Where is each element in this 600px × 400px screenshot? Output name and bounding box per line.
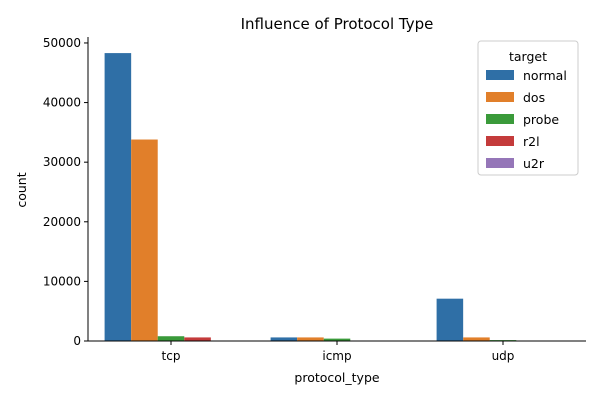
bar-dos-udp [463, 337, 490, 341]
chart-title: Influence of Protocol Type [241, 15, 434, 33]
bar-dos-icmp [297, 337, 324, 341]
x-tick-label: icmp [322, 349, 351, 363]
legend-label-normal: normal [523, 68, 567, 83]
bar-r2l-tcp [184, 337, 211, 341]
legend-swatch-u2r [486, 158, 514, 168]
legend-swatch-normal [486, 70, 514, 80]
legend-label-probe: probe [523, 112, 559, 127]
legend-label-r2l: r2l [523, 134, 540, 149]
x-tick-label: udp [492, 349, 515, 363]
plot-area: 0 10000 20000 30000 40000 50000 tcp icmp udp [43, 36, 586, 363]
legend-label-dos: dos [523, 90, 545, 105]
y-tick-label: 10000 [43, 274, 81, 288]
legend-swatch-probe [486, 114, 514, 124]
legend-label-u2r: u2r [523, 156, 545, 171]
legend-title: target [509, 49, 547, 64]
legend-swatch-dos [486, 92, 514, 102]
y-tick-label: 30000 [43, 155, 81, 169]
bar-probe-tcp [157, 336, 185, 341]
bar-normal-udp [436, 298, 464, 341]
legend: target normal dos probe r2l u2r [477, 40, 579, 176]
legend-swatch-r2l [486, 136, 514, 146]
y-axis-label: count [14, 172, 29, 207]
bar-probe-icmp [323, 338, 351, 341]
y-tick-label: 0 [73, 334, 81, 348]
bar-normal-icmp [270, 337, 298, 341]
bar-dos-tcp [131, 139, 158, 341]
x-tick-label: tcp [162, 349, 181, 363]
x-axis-label: protocol_type [294, 370, 379, 385]
y-tick-label: 20000 [43, 215, 81, 229]
y-tick-label: 50000 [43, 36, 81, 50]
bar-normal-tcp [104, 53, 132, 341]
y-tick-label: 40000 [43, 96, 81, 110]
